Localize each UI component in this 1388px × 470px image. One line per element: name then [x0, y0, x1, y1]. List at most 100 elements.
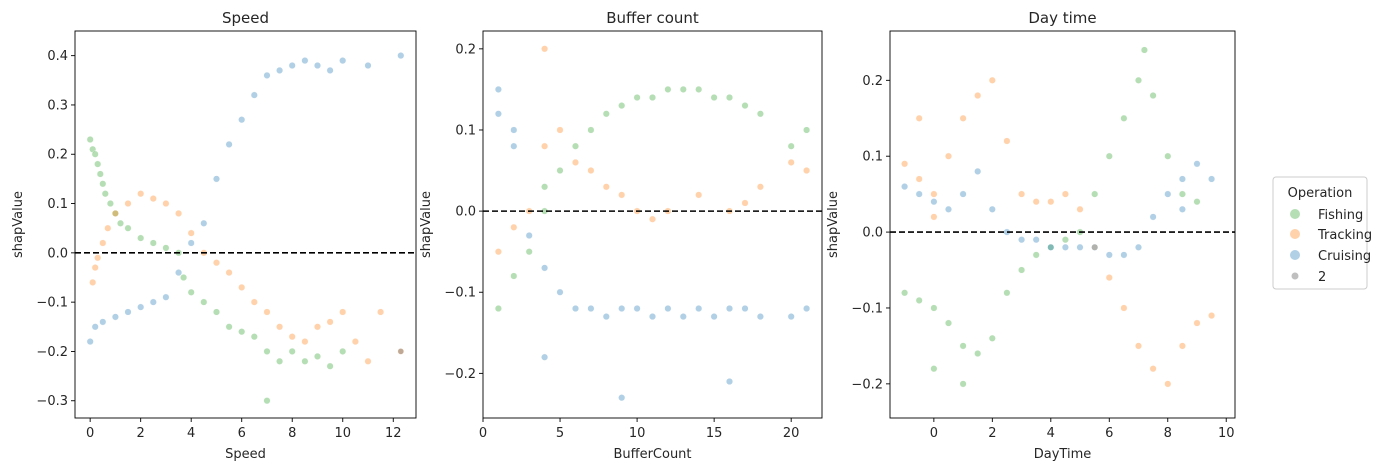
- y-tick-label: 0.0: [862, 226, 883, 241]
- point-cruising: [175, 269, 183, 277]
- axes-frame: [74, 30, 417, 419]
- point-tracking: [602, 183, 610, 191]
- point-cruising: [200, 219, 208, 227]
- point-fishing: [339, 347, 347, 355]
- point-fishing: [1003, 289, 1011, 297]
- point-fishing: [710, 93, 718, 101]
- point-tracking: [212, 259, 220, 267]
- x-tick-label: 0: [930, 426, 938, 441]
- axes-frame: [482, 30, 823, 419]
- x-tick-label: 8: [288, 426, 296, 441]
- point-tracking: [104, 224, 112, 232]
- point-tracking: [930, 190, 938, 198]
- point-tracking: [111, 209, 119, 217]
- point-fishing: [741, 102, 749, 110]
- point-fishing: [1105, 152, 1113, 160]
- y-tick-label: 0.0: [47, 246, 68, 261]
- y-axis-label: shapValue: [826, 191, 841, 258]
- point-tracking: [741, 199, 749, 207]
- point-fishing: [238, 328, 246, 336]
- y-tick-label: −0.1: [36, 296, 68, 311]
- point-tracking: [695, 191, 703, 199]
- point-cruising: [1134, 243, 1142, 251]
- point-tracking: [618, 191, 626, 199]
- point-tracking: [1047, 198, 1055, 206]
- x-tick-label: 20: [783, 426, 800, 441]
- point-tracking: [263, 308, 271, 316]
- legend-marker-cruising: [1290, 250, 1300, 260]
- point-fishing: [756, 110, 764, 118]
- point-fishing: [1061, 236, 1069, 244]
- point-fishing: [101, 190, 109, 198]
- point-fishing: [86, 135, 94, 143]
- point-cruising: [99, 318, 107, 326]
- point-fishing: [1140, 46, 1148, 54]
- point-cruising: [945, 205, 953, 213]
- point-fishing: [99, 180, 107, 188]
- point-tracking: [187, 229, 195, 237]
- x-tick-label: 6: [238, 426, 246, 441]
- point-fishing: [945, 319, 953, 327]
- point-tracking: [94, 254, 102, 262]
- point-cruising: [1178, 205, 1186, 213]
- point-fishing: [180, 274, 188, 282]
- point-cruising: [787, 313, 795, 321]
- point-cruising: [314, 62, 322, 70]
- point-cruising: [726, 378, 734, 386]
- x-tick-label: 0: [479, 426, 487, 441]
- x-tick-label: 15: [706, 426, 723, 441]
- point-cruising: [915, 190, 923, 198]
- point-cruising: [288, 62, 296, 70]
- point-cruising: [397, 52, 405, 60]
- point-tracking: [1061, 190, 1069, 198]
- point-fishing: [726, 93, 734, 101]
- point-cruising: [602, 313, 610, 321]
- y-tick-label: −0.1: [851, 301, 883, 316]
- x-tick-label: 4: [187, 426, 195, 441]
- point-tracking: [988, 76, 996, 84]
- day-time-panel: Day time 0 2 4 6 8 10 −0.2 −0.1 0.0 0.1 0.2 DayTime s…: [826, 9, 1236, 462]
- point-tracking: [91, 264, 99, 272]
- point-tracking: [1164, 380, 1172, 388]
- point-fishing: [1149, 91, 1157, 99]
- point-fishing: [572, 142, 580, 150]
- point-cruising: [1120, 251, 1128, 259]
- point-fishing: [94, 160, 102, 168]
- point-tracking: [803, 166, 811, 174]
- point-fishing: [618, 102, 626, 110]
- point-cruising: [1047, 243, 1055, 251]
- point-fishing: [106, 199, 114, 207]
- point-tracking: [377, 308, 385, 316]
- point-tracking: [351, 338, 359, 346]
- point-fishing: [200, 298, 208, 306]
- point-fishing: [1120, 114, 1128, 122]
- y-tick-label: −0.1: [444, 286, 476, 301]
- point-fishing: [149, 239, 157, 247]
- point-cruising: [649, 313, 657, 321]
- point-fishing: [1178, 190, 1186, 198]
- point-cruising: [1178, 175, 1186, 183]
- point-tracking: [587, 166, 595, 174]
- y-tick-label: 0.0: [455, 205, 476, 220]
- point-fishing: [314, 352, 322, 360]
- point-cruising: [1018, 236, 1026, 244]
- point-fishing: [988, 334, 996, 342]
- point-fishing: [959, 342, 967, 350]
- point-fishing: [1164, 152, 1172, 160]
- point-tracking: [494, 248, 502, 256]
- x-tick-label: 2: [137, 426, 145, 441]
- y-axis-label: shapValue: [11, 191, 26, 258]
- point-cruising: [556, 288, 564, 296]
- point-cruising: [525, 231, 533, 239]
- point-tracking: [572, 158, 580, 166]
- legend-marker-2: [1291, 272, 1299, 280]
- panel-title: Buffer count: [606, 9, 699, 27]
- point-fishing: [301, 357, 309, 365]
- point-tracking: [1120, 304, 1128, 312]
- legend-marker-fishing: [1290, 209, 1300, 219]
- point-fishing: [787, 142, 795, 150]
- y-axis-label: shapValue: [419, 191, 434, 258]
- point-cruising: [339, 57, 347, 65]
- x-tick-label: 10: [1218, 426, 1235, 441]
- y-tick-label: 0.2: [862, 74, 883, 89]
